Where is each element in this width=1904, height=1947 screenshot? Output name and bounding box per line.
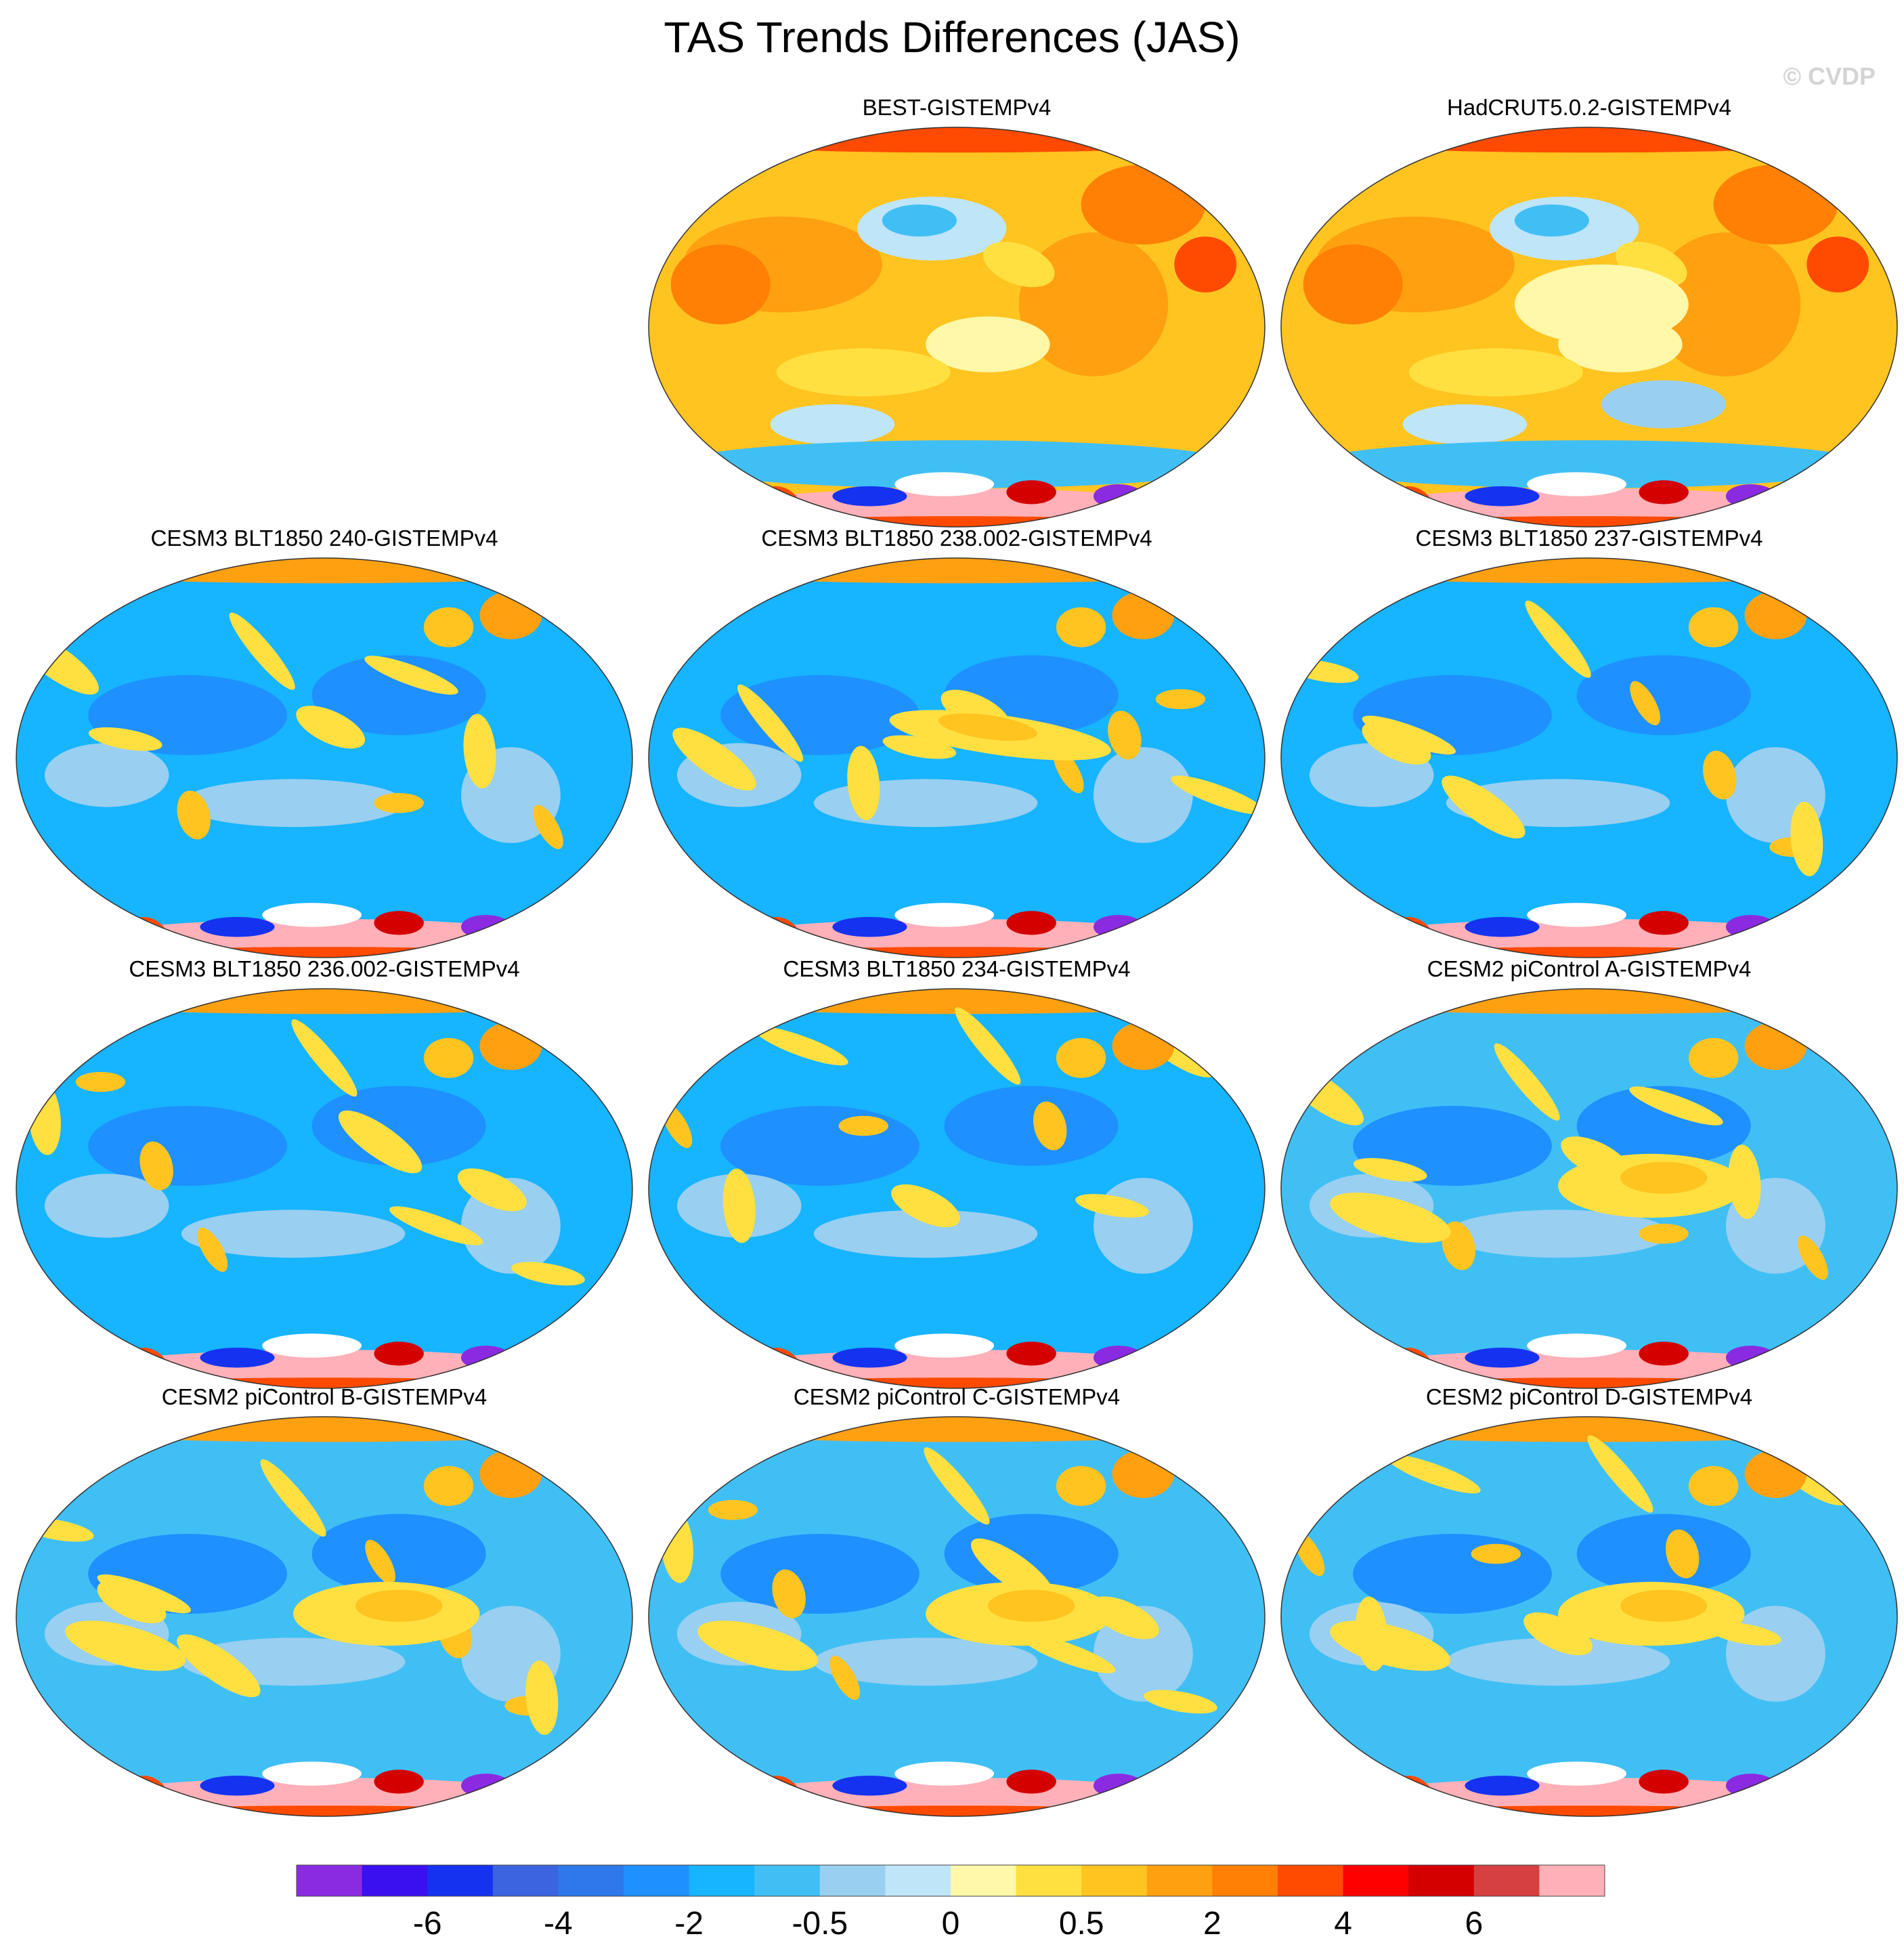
- colorbar-swatch: [819, 1865, 886, 1896]
- panel-title: CESM2 piControl B-GISTEMPv4: [161, 1384, 488, 1409]
- panel-title: HadCRUT5.0.2-GISTEMPv4: [1447, 95, 1731, 120]
- colorbar-swatch: [754, 1865, 821, 1896]
- map-panel: CESM3 BLT1850 236.002-GISTEMPv4: [9, 956, 639, 1390]
- global-map: [648, 127, 1265, 528]
- panel-title: CESM3 BLT1850 234-GISTEMPv4: [783, 956, 1131, 981]
- map-outline: [1280, 988, 1898, 1389]
- map-outline: [648, 1416, 1265, 1817]
- global-map: [16, 988, 633, 1389]
- colorbar-swatch: [1539, 1865, 1605, 1896]
- map-panel: BEST-GISTEMPv4: [642, 95, 1272, 528]
- map-panel: CESM3 BLT1850 234-GISTEMPv4: [642, 956, 1272, 1390]
- colorbar-swatch: [427, 1865, 494, 1896]
- map-panel: CESM2 piControl B-GISTEMPv4: [9, 1384, 639, 1818]
- global-map: [1280, 127, 1898, 528]
- panel-title: CESM2 piControl C-GISTEMPv4: [793, 1384, 1121, 1409]
- colorbar-swatch: [951, 1865, 1017, 1896]
- colorbar-tick-label: -6: [413, 1906, 442, 1942]
- colorbar-swatch: [885, 1865, 951, 1896]
- colorbar-swatch: [362, 1865, 428, 1896]
- map-outline: [16, 1416, 633, 1817]
- colorbar-swatch: [1146, 1865, 1213, 1896]
- map-outline: [648, 557, 1265, 958]
- colorbar-swatch: [1016, 1865, 1082, 1896]
- colorbar-swatch: [1473, 1865, 1540, 1896]
- colorbar-swatch: [1408, 1865, 1475, 1896]
- colorbar-tick-label: 2: [1203, 1906, 1221, 1942]
- cvdp-watermark: © CVDP: [1783, 62, 1876, 90]
- colorbar-swatch: [1343, 1865, 1409, 1896]
- map-panel: CESM2 piControl C-GISTEMPv4: [642, 1384, 1272, 1818]
- colorbar-tick-label: 0.5: [1059, 1906, 1104, 1942]
- global-map: [1280, 557, 1898, 958]
- colorbar-swatch: [1278, 1865, 1344, 1896]
- map-panel: CESM2 piControl D-GISTEMPv4: [1274, 1384, 1904, 1818]
- colorbar-tick-label: -2: [674, 1906, 704, 1942]
- map-outline: [648, 127, 1265, 528]
- global-map: [648, 988, 1265, 1389]
- global-map: [16, 557, 633, 958]
- map-outline: [1280, 127, 1898, 528]
- map-panel: CESM3 BLT1850 237-GISTEMPv4: [1274, 526, 1904, 959]
- global-map: [16, 1416, 633, 1817]
- panel-title: BEST-GISTEMPv4: [862, 95, 1052, 120]
- panel-title: CESM2 piControl A-GISTEMPv4: [1427, 956, 1752, 981]
- colorbar-tick-label: 4: [1334, 1906, 1352, 1942]
- colorbar-swatch: [689, 1865, 755, 1896]
- map-outline: [1280, 557, 1898, 958]
- colorbar-swatch: [1081, 1865, 1148, 1896]
- panel-title: CESM3 BLT1850 236.002-GISTEMPv4: [129, 956, 520, 981]
- map-panel: CESM2 piControl A-GISTEMPv4: [1274, 956, 1904, 1390]
- colorbar-tick-label: -0.5: [792, 1906, 848, 1942]
- global-map: [1280, 988, 1898, 1389]
- map-panel: CESM3 BLT1850 238.002-GISTEMPv4: [642, 526, 1272, 959]
- panel-title: CESM2 piControl D-GISTEMPv4: [1425, 1384, 1753, 1409]
- panel-title: CESM3 BLT1850 240-GISTEMPv4: [150, 526, 498, 551]
- map-panel: HadCRUT5.0.2-GISTEMPv4: [1274, 95, 1904, 528]
- global-map: [648, 557, 1265, 958]
- global-map: [1280, 1416, 1898, 1817]
- colorbar-swatch: [492, 1865, 559, 1896]
- map-panel: CESM3 BLT1850 240-GISTEMPv4: [9, 526, 639, 959]
- map-outline: [1280, 1416, 1898, 1817]
- colorbar-tick-label: -4: [544, 1906, 573, 1942]
- figure-title: TAS Trends Differences (JAS): [664, 13, 1240, 62]
- colorbar-tick-label: 6: [1465, 1906, 1483, 1942]
- panel-title: CESM3 BLT1850 238.002-GISTEMPv4: [761, 526, 1152, 551]
- global-map: [648, 1416, 1265, 1817]
- map-outline: [16, 557, 633, 958]
- map-outline: [648, 988, 1265, 1389]
- panel-title: CESM3 BLT1850 237-GISTEMPv4: [1415, 526, 1763, 551]
- colorbar-swatch: [1212, 1865, 1278, 1896]
- map-outline: [16, 988, 633, 1389]
- colorbar-tick-label: 0: [942, 1906, 960, 1942]
- colorbar-swatch: [624, 1865, 690, 1896]
- colorbar-swatch: [558, 1865, 624, 1896]
- colorbar-swatch: [297, 1865, 363, 1896]
